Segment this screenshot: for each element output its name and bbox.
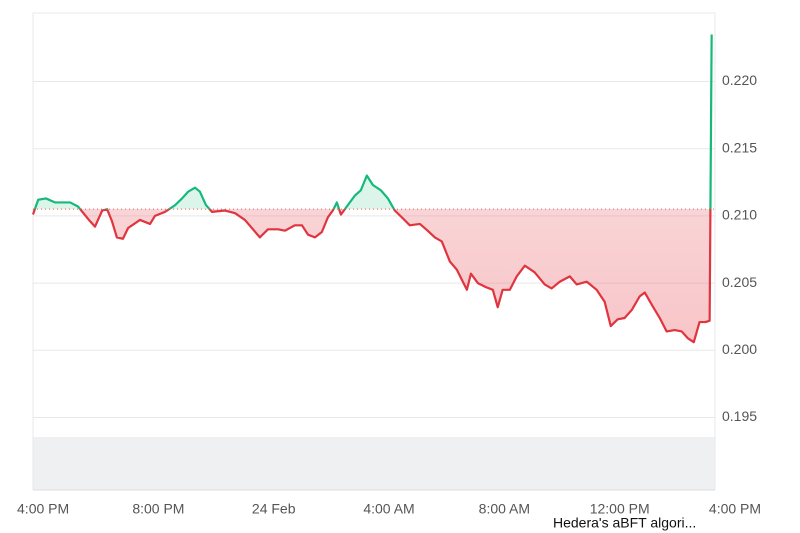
y-tick-label: 0.200 [722, 341, 757, 357]
x-tick-label: 4:00 PM [709, 501, 761, 517]
x-tick-label: 12:00 PM [590, 501, 650, 517]
annotation: Hedera's aBFT algori... [553, 515, 696, 531]
y-tick-label: 0.220 [722, 72, 757, 88]
volume-area [33, 437, 715, 490]
y-tick-label: 0.205 [722, 274, 757, 290]
y-tick-label: 0.210 [722, 207, 757, 223]
line-up [33, 34, 713, 210]
x-tick-label: 4:00 AM [363, 501, 414, 517]
y-tick-label: 0.195 [722, 408, 757, 424]
x-tick-label: 8:00 PM [132, 501, 184, 517]
x-tick-label: 24 Feb [252, 501, 296, 517]
x-tick-label: 8:00 AM [479, 501, 530, 517]
x-tick-label: 4:00 PM [17, 501, 69, 517]
y-tick-label: 0.215 [722, 139, 757, 155]
area-below [33, 209, 712, 343]
line-down [31, 209, 712, 344]
